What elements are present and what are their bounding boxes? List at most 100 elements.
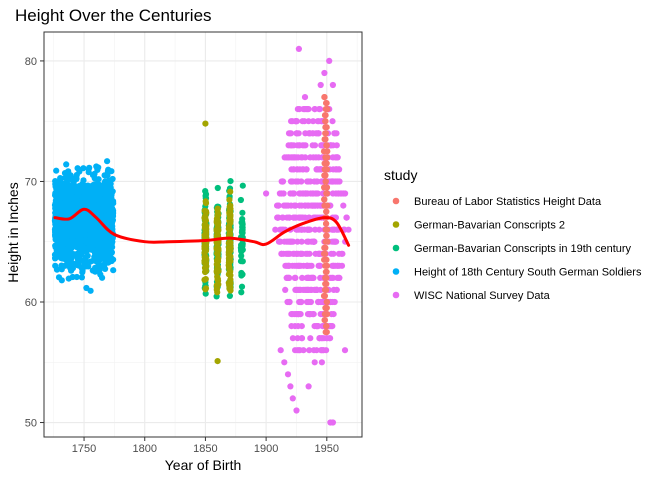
magenta-point: [334, 262, 341, 269]
blue-point: [81, 185, 88, 192]
magenta-point: [329, 274, 337, 281]
magenta-point: [311, 106, 318, 113]
magenta-point: [301, 106, 308, 113]
magenta-point: [300, 347, 307, 354]
blue-point: [96, 198, 104, 205]
magenta-point: [287, 383, 294, 390]
salmon-point: [323, 232, 330, 239]
blue-point: [95, 176, 102, 183]
x-tick-label: 1800: [132, 443, 156, 455]
magenta-point: [318, 347, 325, 354]
magenta-point: [294, 178, 301, 185]
magenta-point: [292, 286, 299, 293]
legend-key: [392, 197, 400, 205]
magenta-point: [305, 383, 312, 390]
green-point: [214, 184, 221, 192]
blue-point: [90, 198, 97, 205]
magenta-point: [333, 142, 340, 149]
magenta-point: [340, 202, 347, 209]
magenta-point: [317, 81, 324, 89]
olive-point: [227, 208, 234, 215]
magenta-point: [290, 166, 297, 173]
olive-point: [202, 253, 209, 261]
blue-point: [86, 164, 93, 171]
magenta-point: [285, 298, 292, 306]
magenta-point: [303, 262, 310, 269]
magenta-point: [281, 238, 288, 245]
blue-point: [98, 188, 106, 195]
blue-point: [78, 274, 85, 281]
magenta-point: [305, 274, 312, 281]
blue-point: [89, 267, 96, 274]
magenta-point: [330, 311, 337, 318]
magenta-point: [305, 214, 313, 221]
blue-point: [99, 182, 106, 189]
blue-point: [74, 255, 81, 262]
blue-point: [79, 267, 86, 275]
legend-title: study: [384, 167, 417, 183]
magenta-point: [315, 118, 322, 125]
magenta-point: [293, 130, 300, 137]
salmon-point: [322, 130, 329, 137]
magenta-point: [272, 226, 279, 233]
magenta-point: [300, 286, 307, 293]
magenta-point: [283, 202, 290, 209]
magenta-point: [275, 214, 282, 221]
magenta-point: [329, 298, 336, 306]
green-point: [237, 244, 244, 252]
green-point: [226, 292, 233, 299]
blue-point: [104, 200, 111, 208]
olive-point: [226, 203, 233, 210]
blue-point: [65, 275, 72, 282]
blue-point: [108, 237, 115, 244]
legend-label: Bureau of Labor Statistics Height Data: [414, 196, 602, 208]
salmon-point: [321, 196, 328, 203]
magenta-point: [343, 214, 350, 221]
blue-point: [74, 200, 81, 207]
axes: 1750 1800 1850 1900 1950 50 60 70 80: [25, 31, 363, 455]
blue-point: [91, 225, 98, 232]
magenta-point: [289, 395, 296, 402]
blue-point: [58, 277, 65, 284]
blue-point: [52, 209, 59, 217]
x-tick-label: 1850: [193, 443, 217, 455]
magenta-point: [279, 214, 286, 221]
blue-point: [104, 206, 111, 213]
green-point: [202, 188, 209, 195]
salmon-point: [322, 172, 329, 179]
legend-label: Height of 18th Century South German Sold…: [414, 267, 642, 279]
blue-point: [65, 245, 72, 252]
magenta-point: [305, 238, 312, 245]
blue-point: [58, 175, 65, 182]
salmon-point: [321, 94, 328, 101]
olive-point: [201, 259, 208, 266]
olive-point: [227, 272, 234, 279]
blue-point: [53, 228, 60, 235]
blue-point: [75, 190, 82, 197]
blue-point: [79, 198, 86, 205]
magenta-point: [312, 190, 319, 197]
magenta-point: [318, 142, 325, 149]
blue-point: [66, 260, 74, 267]
legend-label: German-Bavarian Conscripts 2: [414, 220, 565, 232]
salmon-point: [324, 202, 331, 209]
blue-point: [80, 228, 87, 235]
blue-point: [53, 167, 60, 174]
green-point: [238, 289, 245, 296]
y-tick-label: 80: [25, 56, 37, 68]
smooth-trend: [53, 207, 351, 247]
olive-point: [226, 239, 234, 246]
blue-point: [62, 191, 69, 198]
magenta-point: [313, 347, 320, 354]
magenta-point: [263, 190, 270, 197]
magenta-point: [304, 286, 311, 293]
magenta-point: [329, 419, 336, 426]
magenta-point: [297, 250, 304, 257]
magenta-point: [304, 178, 311, 185]
blue-point: [87, 192, 94, 199]
magenta-point: [278, 250, 285, 257]
blue-point: [104, 158, 111, 165]
blue-point: [56, 189, 63, 196]
salmon-point: [322, 118, 329, 125]
olive-point: [226, 264, 233, 271]
